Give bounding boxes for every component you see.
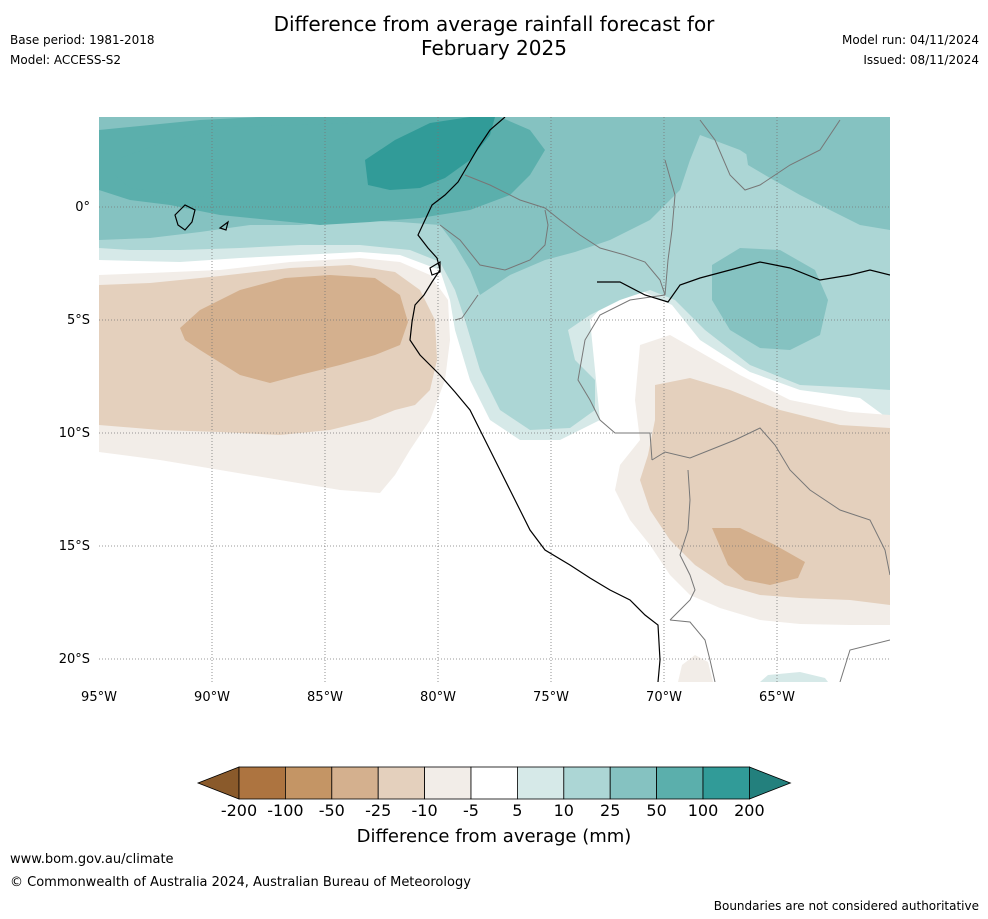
wet-region-5-10-south	[760, 672, 828, 682]
lon-label: 75°W	[533, 690, 569, 705]
colorbar-swatch	[284, 766, 333, 800]
dry-region-25-50-west	[180, 275, 408, 383]
colorbar-tick-label: 5	[512, 801, 522, 820]
colorbar-tick-label: 100	[688, 801, 719, 820]
colorbar-swatch	[377, 766, 426, 800]
colorbar-swatch	[331, 766, 379, 800]
colorbar-swatch	[563, 766, 611, 800]
colorbar-tick-label: -100	[267, 801, 303, 820]
map-plot-area	[99, 117, 890, 682]
lon-label: 85°W	[307, 690, 343, 705]
colorbar-swatch	[702, 766, 750, 800]
colorbar-tick-label: 200	[734, 801, 765, 820]
colorbar-swatch	[609, 766, 658, 800]
colorbar-tick-label: 10	[554, 801, 574, 820]
coastline	[174, 117, 890, 682]
colorbar-tick-label: -25	[365, 801, 391, 820]
graticule	[99, 117, 890, 682]
lon-label: 90°W	[194, 690, 230, 705]
longitude-labels: 95°W 90°W 85°W 80°W 75°W 70°W 65°W	[81, 690, 795, 705]
colorbar-tick-label: -5	[463, 801, 479, 820]
lat-label: 10°S	[59, 426, 90, 441]
colorbar-tick-label: 25	[600, 801, 620, 820]
colorbar-tick-label: -10	[412, 801, 438, 820]
colorbar-swatch	[517, 766, 565, 800]
lon-label: 70°W	[646, 690, 682, 705]
map-title: Difference from average rainfall forecas…	[0, 12, 988, 60]
title-line-1: Difference from average rainfall forecas…	[273, 12, 715, 36]
colorbar	[196, 766, 792, 800]
colorbar-tick-label: -200	[221, 801, 257, 820]
lat-label: 15°S	[59, 539, 90, 554]
wet-region-25-50-east	[745, 130, 890, 230]
lat-label: 0°	[75, 200, 90, 215]
model-name: Model: ACCESS-S2	[10, 53, 122, 67]
boundary-disclaimer: Boundaries are not considered authoritat…	[713, 899, 979, 913]
dry-region-25-50-east	[712, 528, 805, 585]
wet-region-100-200	[365, 117, 495, 190]
colorbar-ticks: -200 -100 -50 -25 -10 -5 5 10 25 50 100 200	[221, 801, 765, 820]
colorbar-title: Difference from average (mm)	[356, 826, 632, 847]
meta-right: Model run: 04/11/2024 Issued: 08/11/2024	[842, 30, 979, 70]
colorbar-swatch	[656, 766, 704, 800]
colorbar-swatch	[424, 766, 472, 800]
base-period: Base period: 1981-2018	[10, 33, 155, 47]
lon-label: 80°W	[420, 690, 456, 705]
colorbar-swatch	[470, 766, 518, 800]
colorbar-swatch	[238, 766, 286, 800]
dry-region-10-25-east	[640, 378, 890, 605]
title-line-2: February 2025	[421, 36, 567, 60]
meta-left: Base period: 1981-2018 Model: ACCESS-S2	[10, 30, 155, 70]
colorbar-extend-low	[196, 766, 240, 800]
source-url: www.bom.gov.au/climate	[10, 852, 174, 867]
country-borders	[439, 119, 890, 682]
copyright-notice: © Commonwealth of Australia 2024, Austra…	[10, 875, 471, 890]
model-run: Model run: 04/11/2024	[841, 33, 979, 47]
latitude-labels: 0° 5°S 10°S 15°S 20°S	[59, 200, 90, 667]
lon-label: 65°W	[759, 690, 795, 705]
colorbar-tick-label: 50	[646, 801, 666, 820]
issued-date: Issued: 08/11/2024	[863, 53, 979, 67]
lat-label: 20°S	[59, 652, 90, 667]
dry-region-5-10-south	[678, 655, 713, 682]
colorbar-extend-high	[749, 766, 792, 800]
lat-label: 5°S	[67, 313, 90, 328]
lon-label: 95°W	[81, 690, 117, 705]
colorbar-tick-label: -50	[319, 801, 345, 820]
wet-region-25-50-amazon	[712, 248, 828, 350]
